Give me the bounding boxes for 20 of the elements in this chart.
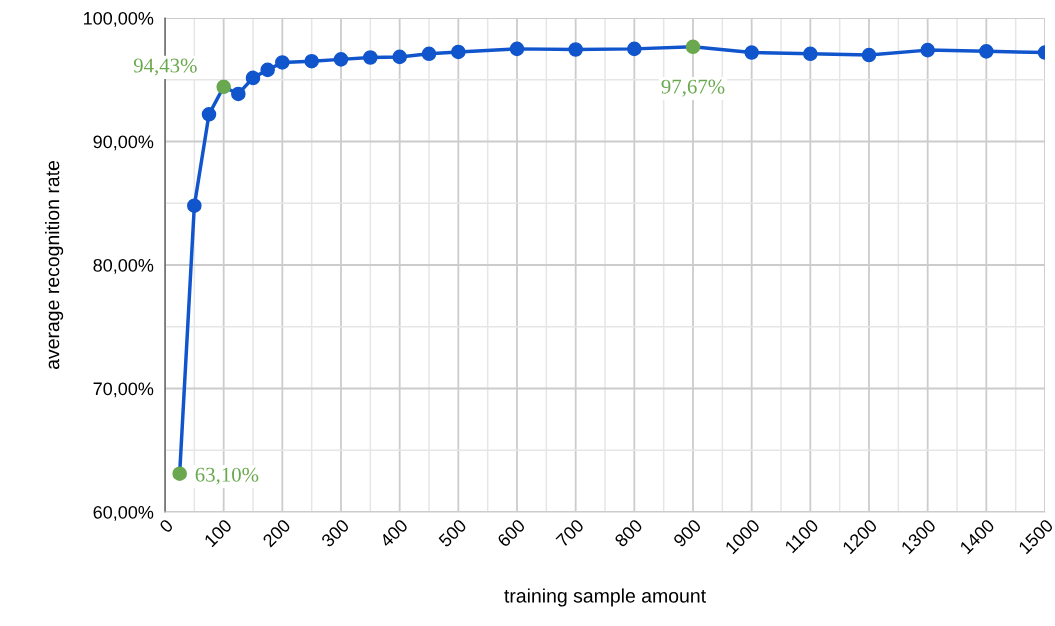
y-axis-title: average recognition rate xyxy=(45,161,64,370)
x-tick-label: 500 xyxy=(437,518,468,548)
x-tick-label: 700 xyxy=(555,518,585,548)
x-tick-label: 900 xyxy=(672,518,702,548)
x-tick-label: 200 xyxy=(262,518,292,548)
y-tick-label: 90,00% xyxy=(93,135,154,151)
x-tick-label: 0 xyxy=(158,518,174,534)
annotation: 63,10% xyxy=(195,467,259,485)
y-tick-label: 70,00% xyxy=(93,382,154,398)
annotation: 94,43% xyxy=(133,58,197,76)
x-axis-title: training sample amount xyxy=(504,588,706,607)
x-tick-label: 400 xyxy=(379,518,409,548)
x-tick-label: 300 xyxy=(320,518,350,548)
y-tick-label: 80,00% xyxy=(93,258,154,274)
y-tick-label: 60,00% xyxy=(93,505,154,521)
annotation: 97,67% xyxy=(661,79,725,97)
x-tick-label: 800 xyxy=(613,518,644,548)
y-tick-label: 100,00% xyxy=(83,11,154,27)
x-tick-label: 600 xyxy=(496,518,526,548)
x-tick-label: 100 xyxy=(203,518,233,548)
